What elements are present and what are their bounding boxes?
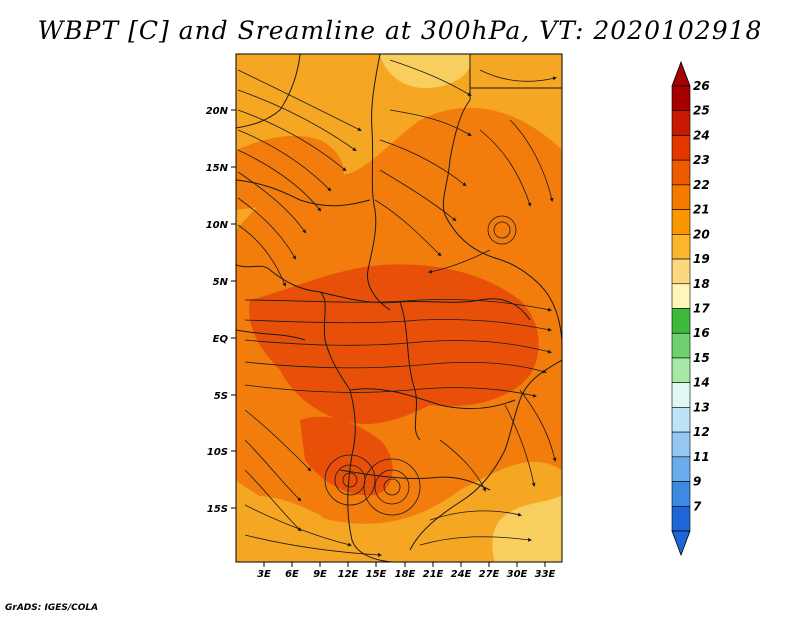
colorbar-cell: [671, 258, 691, 285]
lat-label: 20N: [206, 106, 229, 117]
lat-tick-15S: 15S: [207, 504, 236, 515]
coastlines: [236, 54, 562, 562]
colorbar-level-label: 15: [693, 351, 710, 365]
colorbar-level-label: 16: [693, 326, 710, 340]
field-patch-yellow-se: [492, 495, 562, 562]
colorbar-cell: [671, 332, 691, 359]
lon-tick-21E: 21E: [423, 562, 444, 580]
lat-tick-10N: 10N: [206, 220, 236, 231]
lat-label: 15S: [207, 504, 228, 515]
colorbar-level-label: 14: [693, 376, 710, 390]
colorbar-level-label: 18: [693, 277, 710, 291]
lat-label: 5S: [214, 391, 228, 402]
colorbar-cell: [671, 481, 691, 507]
field-band-orange-north: [236, 135, 344, 210]
lon-label: 21E: [423, 569, 444, 580]
lat-tick-EQ: EQ: [213, 334, 236, 345]
colorbar-cells: [671, 85, 691, 532]
lon-tick-15E: 15E: [366, 562, 387, 580]
colorbar-cell: [671, 456, 691, 482]
lon-tick-12E: 12E: [338, 562, 359, 580]
lat-label: EQ: [213, 334, 229, 345]
lon-label: 6E: [285, 569, 299, 580]
colorbar-cell: [671, 308, 691, 334]
lon-label: 12E: [338, 569, 359, 580]
colorbar-bottom-arrow: [671, 530, 691, 557]
lon-axis: 3E 6E 9E 12E 15E 18E 21E 24E 27E 30E 33E: [257, 562, 556, 580]
lon-tick-24E: 24E: [451, 562, 472, 580]
colorbar-level-label: 9: [693, 475, 701, 489]
colorbar-cell: [671, 407, 691, 433]
lat-tick-15N: 15N: [206, 163, 236, 174]
lon-label: 30E: [507, 569, 528, 580]
colorbar-level-label: 26: [693, 79, 710, 93]
colorbar-cell: [671, 234, 691, 260]
lat-tick-5S: 5S: [214, 391, 236, 402]
colorbar-level-label: 7: [693, 499, 702, 513]
lat-label: 5N: [213, 277, 229, 288]
lat-axis: 20N 15N 10N 5N EQ 5S 10S 15S: [206, 106, 236, 515]
colorbar-level-label: 21: [693, 203, 710, 217]
colorbar-level-label: 20: [693, 227, 710, 241]
field-core-dark-2: [300, 416, 393, 496]
colorbar-level-label: 19: [693, 252, 710, 266]
lon-label: 15E: [366, 569, 387, 580]
colorbar-cell: [671, 135, 691, 161]
colorbar-cell: [671, 283, 691, 309]
colorbar-level-label: 22: [693, 178, 710, 192]
colorbar-cell: [671, 431, 691, 458]
lon-tick-18E: 18E: [395, 562, 416, 580]
lon-tick-33E: 33E: [535, 562, 556, 580]
lon-label: 33E: [535, 569, 556, 580]
colorbar-level-label: 11: [693, 450, 710, 464]
lon-label: 3E: [257, 569, 271, 580]
lon-tick-6E: 6E: [285, 562, 299, 580]
colorbar-level-label: 13: [693, 400, 710, 414]
colorbar-cell: [671, 184, 691, 210]
colorbar-cell: [671, 110, 691, 136]
colorbar-cell: [671, 357, 691, 383]
lon-tick-9E: 9E: [313, 562, 327, 580]
colorbar-cell: [671, 85, 691, 112]
lat-tick-5N: 5N: [213, 277, 236, 288]
field-patch-yellow-ne: [380, 54, 471, 89]
plot-frame: [235, 53, 563, 563]
colorbar-level-label: 24: [693, 128, 710, 142]
lat-label: 15N: [206, 163, 229, 174]
colorbar-cell: [671, 209, 691, 235]
lon-tick-27E: 27E: [479, 562, 500, 580]
lon-label: 9E: [313, 569, 327, 580]
colorbar: 26 25 24 23 22 21 20 19 18 17 16 15 14 13 12 11 9 7: [671, 60, 710, 557]
colorbar-level-label: 23: [693, 153, 710, 167]
colorbar-level-label: 12: [693, 425, 710, 439]
lon-label: 27E: [479, 569, 500, 580]
lat-tick-10S: 10S: [207, 447, 236, 458]
streamlines: [237, 59, 557, 557]
credit-text: GrADS: IGES/COLA: [5, 603, 99, 613]
lon-tick-30E: 30E: [507, 562, 528, 580]
lat-tick-20N: 20N: [206, 106, 236, 117]
map-title: WBPT [C] and Sreamline at 300hPa, VT: 20…: [37, 16, 763, 45]
lon-label: 18E: [395, 569, 416, 580]
lat-label: 10S: [207, 447, 228, 458]
colorbar-top-arrow: [671, 60, 691, 87]
lon-label: 24E: [451, 569, 472, 580]
lon-tick-3E: 3E: [257, 562, 271, 580]
colorbar-level-label: 25: [693, 104, 710, 118]
colorbar-cell: [671, 382, 691, 408]
colorbar-labels: 26 25 24 23 22 21 20 19 18 17 16 15 14 13 12 11 9 7: [693, 79, 710, 513]
plot-area: [236, 54, 562, 562]
lat-label: 10N: [206, 220, 229, 231]
colorbar-cell: [671, 505, 691, 532]
colorbar-level-label: 17: [693, 302, 710, 316]
colorbar-cell: [671, 159, 691, 186]
